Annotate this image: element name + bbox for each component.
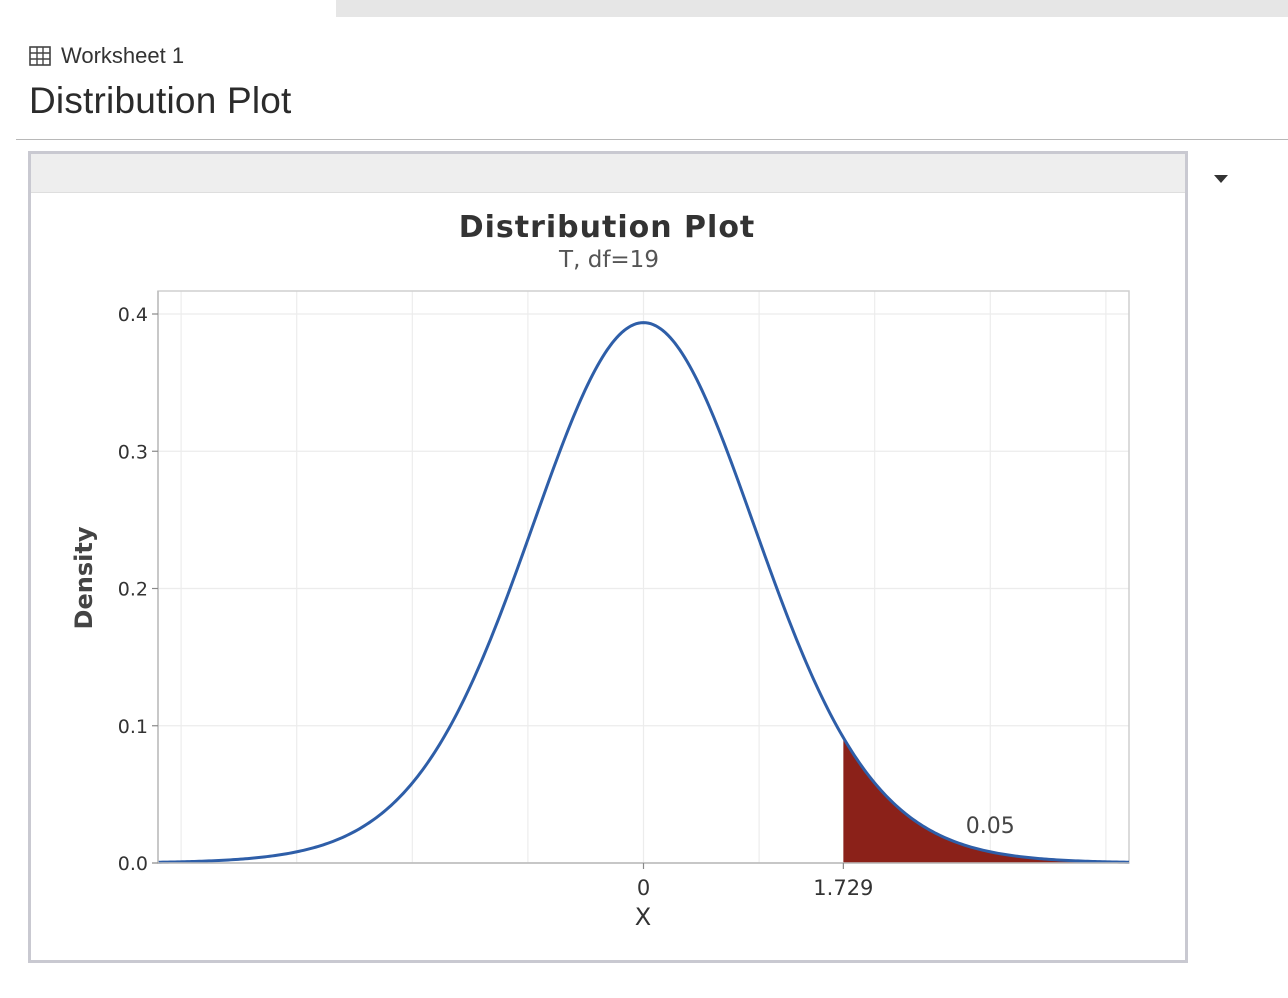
worksheet-breadcrumb[interactable]: Worksheet 1 <box>29 42 184 70</box>
y-tick-label: 0.4 <box>118 304 148 326</box>
x-axis-label: X <box>635 903 651 931</box>
y-tick-label: 0.3 <box>118 441 148 463</box>
y-tick-label: 0.2 <box>118 579 148 601</box>
caret-down-icon[interactable] <box>1212 172 1230 186</box>
y-tick-label: 0.1 <box>118 716 148 738</box>
x-tick-label: 1.729 <box>813 876 873 900</box>
shaded-area-label: 0.05 <box>966 814 1015 839</box>
page-title: Distribution Plot <box>29 80 292 121</box>
graph-panel-header <box>31 154 1185 193</box>
y-tick-label: 0.0 <box>118 853 148 875</box>
top-toolbar-strip <box>336 0 1288 17</box>
chart-subtitle: T, df=19 <box>558 247 659 273</box>
density-curve <box>157 321 1130 864</box>
chart-title: Distribution Plot <box>459 210 756 245</box>
graph-panel <box>28 151 1188 963</box>
shaded-tail-area <box>843 737 1129 863</box>
y-axis-label: Density <box>70 526 98 629</box>
table-grid-icon <box>29 46 51 66</box>
worksheet-label: Worksheet 1 <box>61 43 185 68</box>
x-tick-label: 0 <box>637 876 650 900</box>
header-divider <box>16 139 1288 140</box>
